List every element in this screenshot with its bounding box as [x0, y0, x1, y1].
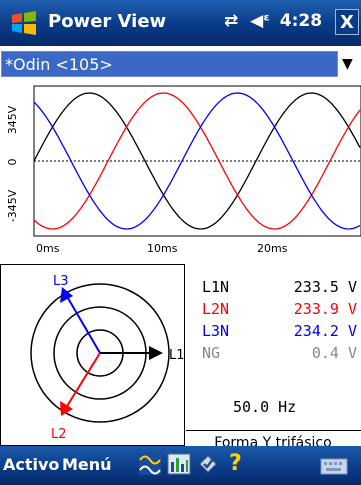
reading-label: L2N	[202, 300, 230, 318]
y-label-bottom: -345V	[6, 189, 19, 222]
reading-label: NG	[202, 344, 221, 362]
reading-value: 233.9 V	[293, 300, 357, 318]
title-bar: Power View ⇄ ◀ᵋ 4:28 X	[0, 0, 361, 46]
device-selected-value: *Odin <105>	[5, 55, 113, 74]
ring-outer	[30, 283, 170, 423]
x-label-0: 0ms	[36, 242, 60, 255]
y-label-top: 345V	[6, 105, 19, 134]
reading-value: 234.2 V	[293, 322, 357, 340]
y-label-mid: 0	[6, 159, 19, 166]
phasor-label-l3: L3	[53, 274, 69, 289]
readings-panel: L1N 233.5 V L2N 233.9 V L3N 234.2 V NG 0…	[185, 264, 361, 451]
device-dropdown[interactable]: *Odin <105> ▼	[0, 46, 361, 85]
device-select[interactable]: *Odin <105>	[1, 51, 338, 77]
reading-row: L1N 233.5 V	[202, 278, 357, 300]
x-label-10: 10ms	[147, 242, 178, 255]
wave-l3	[33, 92, 361, 230]
status-area[interactable]: ⇄ ◀ᵋ 4:28	[224, 11, 322, 31]
waveform-icon[interactable]	[138, 452, 162, 476]
volume-icon[interactable]: ◀ᵋ	[250, 11, 270, 31]
chevron-down-icon[interactable]: ▼	[342, 56, 353, 72]
reading-label: L1N	[202, 278, 230, 296]
x-label-20: 20ms	[257, 242, 288, 255]
phasor-label-l1: L1	[169, 348, 185, 363]
softkey-left[interactable]: Activo	[3, 455, 60, 474]
reading-row: NG 0.4 V	[202, 344, 357, 366]
wave-l1	[33, 92, 361, 230]
phasor-l3	[64, 292, 101, 354]
reading-value: 0.4 V	[311, 344, 357, 362]
wave-l2	[33, 92, 361, 230]
reading-row: L2N 233.9 V	[202, 300, 357, 322]
waveform-panel: 345V 0 -345V 0ms 10ms 20ms	[0, 84, 361, 264]
wave-lines	[33, 92, 361, 230]
waveform-chart: 345V 0 -345V 0ms 10ms 20ms	[6, 85, 361, 255]
checklist-icon[interactable]	[196, 452, 220, 476]
clock-time[interactable]: 4:28	[279, 11, 323, 31]
phasor-l3-arrow	[60, 287, 73, 303]
help-icon[interactable]: ?	[229, 451, 242, 476]
phasor-panel: L3 L1 L2	[0, 264, 185, 446]
phasor-diagram: L3 L1 L2	[30, 274, 185, 442]
divider	[186, 430, 361, 431]
connectivity-icon[interactable]: ⇄	[224, 11, 239, 31]
reading-value: 233.5 V	[293, 278, 357, 296]
phasor-l2-arrow	[60, 401, 73, 416]
harmonics-icon[interactable]	[167, 452, 191, 476]
phasor-l2	[63, 352, 101, 412]
frequency-value: 50.0 Hz	[233, 398, 297, 416]
softkey-right[interactable]: Menú	[62, 455, 112, 474]
close-button[interactable]: X	[335, 9, 359, 35]
app-title: Power View	[48, 11, 167, 32]
reading-label: L3N	[202, 322, 230, 340]
bottom-bar: Activo Menú ?	[0, 446, 361, 485]
phasor-l1-arrow	[149, 346, 163, 360]
reading-row: L3N 234.2 V	[202, 322, 357, 344]
keyboard-icon[interactable]	[320, 456, 350, 478]
phasor-label-l2: L2	[51, 427, 67, 442]
windows-logo-icon[interactable]	[10, 9, 38, 37]
